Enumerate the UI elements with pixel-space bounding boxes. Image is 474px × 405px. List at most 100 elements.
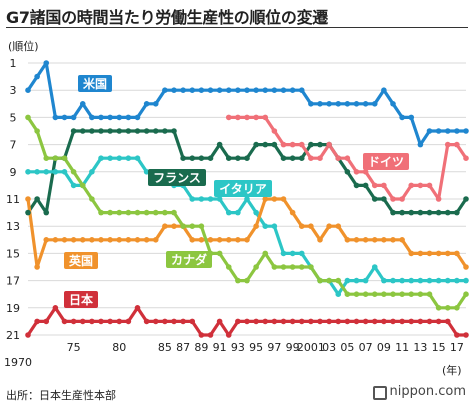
data-point [417, 291, 424, 298]
data-point [116, 114, 123, 121]
data-point [225, 114, 232, 121]
series-label-米国: 米国 [78, 75, 112, 92]
data-point [417, 209, 424, 216]
data-point [444, 128, 451, 134]
x-tick-label: 07 [359, 341, 373, 354]
series-label-box [214, 180, 272, 197]
data-point [280, 318, 287, 325]
data-point [317, 141, 323, 148]
data-point [189, 223, 196, 229]
data-point [390, 291, 396, 298]
data-point [34, 318, 40, 325]
data-point [381, 318, 387, 325]
data-point [444, 141, 451, 148]
data-point [353, 318, 360, 325]
data-point [417, 318, 424, 325]
series-label-text: カナダ [171, 252, 207, 267]
data-point [235, 114, 241, 121]
data-point [89, 196, 95, 202]
y-tick-label: 11 [6, 193, 20, 206]
data-point [326, 101, 332, 107]
data-point [262, 87, 269, 93]
y-tick-label: 7 [10, 139, 17, 152]
data-point [463, 128, 469, 134]
data-point [381, 291, 387, 298]
data-point [353, 101, 360, 107]
data-point [271, 196, 278, 202]
data-point [326, 318, 332, 325]
series-label-box [166, 251, 212, 268]
data-point [308, 223, 314, 229]
data-point [271, 141, 278, 148]
data-point [280, 155, 287, 161]
data-point [34, 196, 40, 202]
data-point [89, 237, 95, 243]
data-point [180, 87, 186, 93]
data-point [435, 318, 442, 325]
data-point [408, 291, 415, 298]
data-point [134, 237, 141, 243]
data-point [308, 155, 314, 161]
data-point [399, 291, 405, 298]
data-point [98, 114, 104, 121]
source-note: 出所：日本生産性本部 [6, 389, 116, 402]
data-point [216, 196, 223, 202]
data-point [353, 291, 360, 298]
data-point [371, 182, 378, 189]
data-point [298, 250, 305, 257]
data-point [79, 101, 86, 107]
data-point [152, 209, 159, 216]
data-point [189, 196, 196, 202]
data-point [244, 318, 250, 325]
series-label-box [78, 75, 112, 92]
chart-title: G7諸国の時間当たり労働生産性の順位の変遷 [6, 8, 328, 27]
y-tick-label: 5 [10, 111, 17, 124]
data-point [289, 155, 296, 161]
data-point [34, 169, 40, 175]
data-point [454, 305, 460, 311]
data-point [289, 250, 296, 257]
data-point [371, 318, 378, 325]
data-point [235, 277, 241, 284]
data-point [189, 155, 196, 161]
data-point [289, 264, 296, 270]
data-point [43, 155, 50, 161]
data-point [43, 209, 50, 216]
data-point [444, 318, 451, 325]
data-point [426, 318, 433, 325]
data-point [444, 209, 451, 216]
data-point [289, 141, 296, 148]
data-point [262, 223, 269, 229]
data-point [371, 291, 378, 298]
data-point [417, 250, 424, 257]
data-point [235, 318, 241, 325]
data-point [262, 318, 269, 325]
data-point [235, 155, 241, 161]
data-point [371, 237, 378, 243]
data-point [298, 87, 305, 93]
data-point [381, 277, 387, 284]
data-point [371, 264, 378, 270]
data-point [381, 196, 387, 202]
data-point [189, 237, 196, 243]
data-point [244, 277, 250, 284]
brand-mark-icon [372, 385, 387, 400]
data-point [143, 209, 150, 216]
data-point [143, 128, 150, 134]
data-point [390, 101, 396, 107]
y-tick-label: 15 [6, 247, 20, 260]
data-point [262, 196, 269, 202]
data-point [262, 250, 269, 257]
data-point [454, 141, 460, 148]
data-point [344, 237, 351, 243]
data-point [326, 141, 332, 148]
x-tick-label: 2001 [297, 341, 325, 354]
data-point [353, 277, 360, 284]
data-point [70, 114, 77, 121]
data-point [344, 101, 351, 107]
x-tick-label: 95 [249, 341, 263, 354]
data-point [107, 128, 113, 134]
data-point [180, 223, 186, 229]
x-tick-label: 75 [67, 341, 81, 354]
data-point [216, 141, 223, 148]
